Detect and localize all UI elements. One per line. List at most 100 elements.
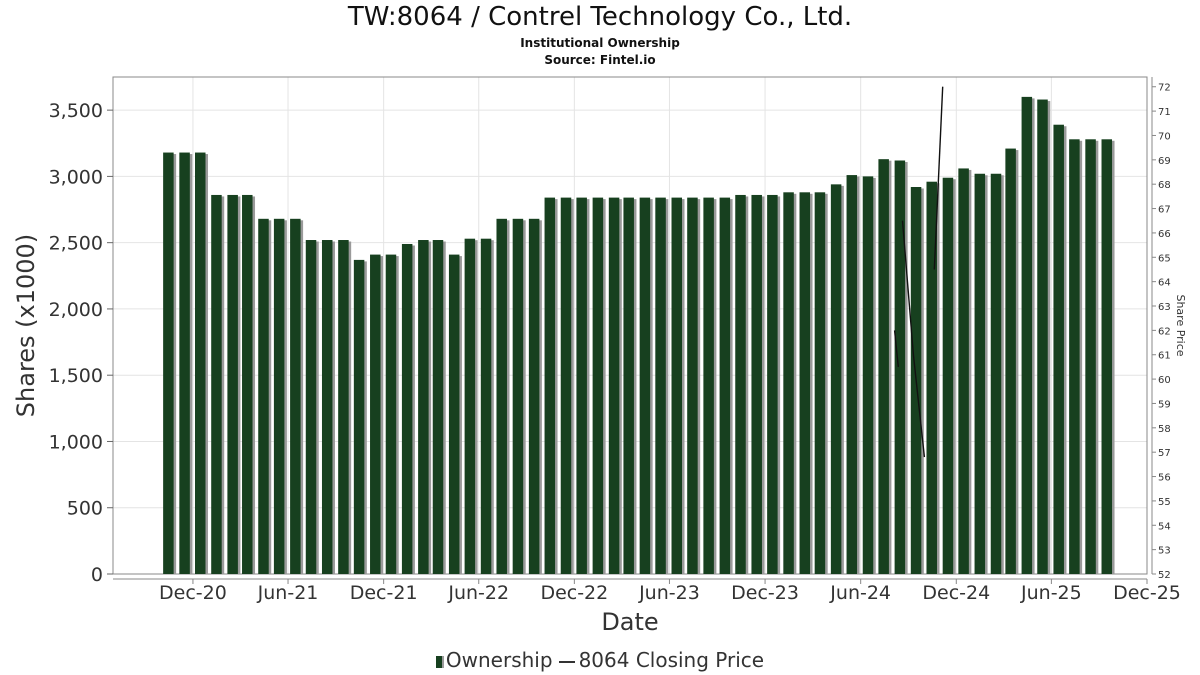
chart-subtitle: Institutional Ownership <box>520 36 680 50</box>
y2-tick-label: 69 <box>1158 156 1171 167</box>
ownership-bar <box>608 197 620 574</box>
ownership-bar <box>623 197 634 574</box>
ownership-bar <box>576 197 587 574</box>
ownership-bar <box>512 218 524 574</box>
ownership-bar <box>751 194 762 575</box>
y-tick-label: 0 <box>91 564 103 586</box>
ownership-bar <box>767 194 778 575</box>
ownership-bar <box>1053 124 1064 574</box>
price-line <box>893 86 944 458</box>
ownership-bar <box>401 243 413 574</box>
ownership-bar <box>799 192 811 574</box>
ownership-bar <box>942 177 954 574</box>
ownership-bar <box>353 259 365 574</box>
chart-source: Source: Fintel.io <box>544 53 656 67</box>
y2-tick-label: 52 <box>1158 570 1171 581</box>
y2-tick-label: 57 <box>1158 448 1171 459</box>
ownership-bar <box>655 197 666 574</box>
ownership-bar <box>370 254 381 574</box>
y2-tick-label: 67 <box>1158 205 1171 216</box>
y-axis-left: 0 500 1,000 1,500 2,000 2,500 3,000 3,500 <box>49 100 113 586</box>
ownership-bar <box>639 197 651 574</box>
y2-tick-label: 65 <box>1158 253 1171 264</box>
ownership-bar <box>1021 96 1033 574</box>
legend-price-label: 8064 Closing Price <box>578 648 765 672</box>
ownership-bar <box>432 240 444 575</box>
ownership-bar <box>846 175 858 575</box>
ownership-bar <box>273 218 285 574</box>
ownership-bar <box>1101 139 1113 575</box>
ownership-bar <box>163 152 174 574</box>
ownership-bar <box>592 197 604 574</box>
ownership-bar <box>1037 99 1048 574</box>
x-tick-label: Dec-20 <box>159 582 227 604</box>
y2-tick-label: 54 <box>1158 521 1171 532</box>
ownership-bar <box>242 194 253 575</box>
ownership-bar <box>958 168 969 574</box>
x-tick-label: Dec-21 <box>350 582 418 604</box>
ownership-bar <box>687 197 698 574</box>
ownership-bar <box>926 181 937 574</box>
ownership-bar <box>862 176 874 574</box>
ownership-bar <box>894 160 906 574</box>
y2-axis-label: Share Price <box>1174 294 1187 356</box>
ownership-bar <box>1005 148 1016 574</box>
y-tick-label: 1,000 <box>49 431 103 453</box>
y2-tick-label: 55 <box>1158 497 1171 508</box>
y2-tick-label: 58 <box>1158 424 1171 435</box>
y2-tick-label: 60 <box>1158 375 1171 386</box>
price-line-segment <box>901 220 926 458</box>
ownership-bar <box>974 173 986 574</box>
x-tick-label: Dec-22 <box>540 582 608 604</box>
ownership-bar <box>305 240 317 575</box>
ownership-bar <box>211 194 222 575</box>
ownership-bar <box>179 152 190 574</box>
price-legend-swatch <box>558 660 575 663</box>
ownership-bar <box>990 173 1002 574</box>
ownership-bar <box>464 238 476 574</box>
ownership-bar <box>814 192 826 574</box>
y-tick-label: 3,500 <box>49 100 103 122</box>
ownership-bar <box>496 218 507 574</box>
ownership-bar <box>528 218 540 574</box>
y-tick-label: 2,000 <box>49 299 103 321</box>
x-tick-label: Jun-25 <box>1020 582 1082 604</box>
ownership-bar <box>560 197 572 574</box>
y-tick-label: 2,500 <box>49 233 103 255</box>
y2-tick-label: 68 <box>1158 180 1171 191</box>
y2-tick-label: 62 <box>1158 326 1171 337</box>
y2-tick-label: 64 <box>1158 278 1171 289</box>
y2-tick-label: 70 <box>1158 131 1171 142</box>
ownership-bar <box>1069 139 1080 575</box>
y-tick-label: 3,000 <box>49 166 103 188</box>
x-tick-label: Dec-23 <box>731 582 799 604</box>
ownership-bars <box>163 96 1115 575</box>
ownership-bar <box>544 197 556 574</box>
price-line-segment <box>893 330 899 367</box>
y2-tick-label: 66 <box>1158 229 1171 240</box>
y-axis-right: 52 53 54 55 56 57 58 59 60 61 62 63 64 65 66 67 68 69 70 71… <box>1151 77 1171 581</box>
x-tick-label: Dec-24 <box>922 582 990 604</box>
y2-tick-label: 72 <box>1158 83 1171 94</box>
y2-tick-label: 71 <box>1158 107 1171 118</box>
ownership-bar <box>719 197 731 574</box>
x-tick-label: Jun-22 <box>447 582 509 604</box>
x-tick-label: Jun-23 <box>638 582 700 604</box>
x-tick-label: Jun-21 <box>257 582 319 604</box>
y-axis-label: Shares (x1000) <box>12 234 40 417</box>
y2-tick-label: 61 <box>1158 351 1171 362</box>
ownership-bar <box>290 218 301 574</box>
ownership-bar <box>227 194 238 575</box>
ownership-bar <box>385 254 397 574</box>
y-tick-label: 1,500 <box>49 365 103 387</box>
legend-ownership-label: Ownership <box>445 648 553 672</box>
ownership-bar <box>338 240 349 575</box>
ownership-bar <box>321 240 333 575</box>
ownership-bar <box>448 254 460 574</box>
ownership-bar <box>418 240 429 575</box>
x-tick-label: Jun-24 <box>829 582 891 604</box>
x-tick-label: Dec-25 <box>1113 582 1181 604</box>
ownership-bar <box>830 184 842 575</box>
ownership-bar <box>195 152 206 574</box>
